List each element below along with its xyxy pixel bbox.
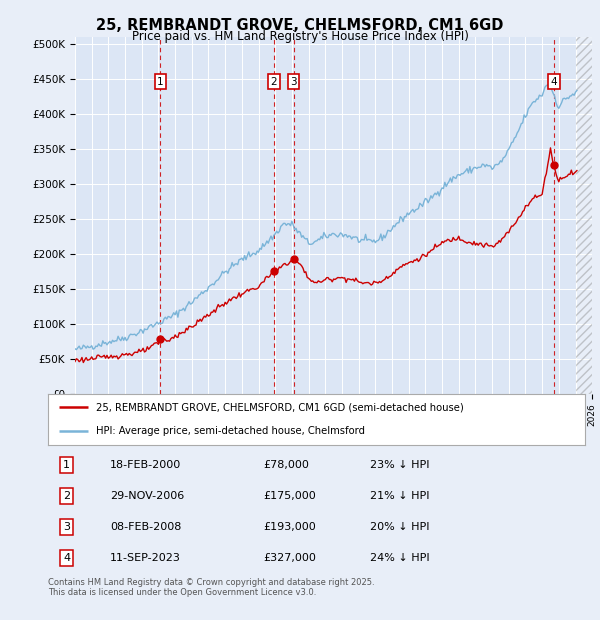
Text: 3: 3 <box>63 522 70 532</box>
Text: 29-NOV-2006: 29-NOV-2006 <box>110 491 184 501</box>
Text: 20% ↓ HPI: 20% ↓ HPI <box>370 522 430 532</box>
Text: 24% ↓ HPI: 24% ↓ HPI <box>370 553 430 563</box>
Text: 25, REMBRANDT GROVE, CHELMSFORD, CM1 6GD (semi-detached house): 25, REMBRANDT GROVE, CHELMSFORD, CM1 6GD… <box>97 402 464 412</box>
Text: £327,000: £327,000 <box>263 553 316 563</box>
Text: Price paid vs. HM Land Registry's House Price Index (HPI): Price paid vs. HM Land Registry's House … <box>131 30 469 43</box>
Text: £193,000: £193,000 <box>263 522 316 532</box>
Bar <box>575 37 592 394</box>
Text: 2: 2 <box>63 491 70 501</box>
Text: HPI: Average price, semi-detached house, Chelmsford: HPI: Average price, semi-detached house,… <box>97 426 365 436</box>
Text: 3: 3 <box>290 77 297 87</box>
Text: 25, REMBRANDT GROVE, CHELMSFORD, CM1 6GD: 25, REMBRANDT GROVE, CHELMSFORD, CM1 6GD <box>97 18 503 33</box>
Text: 4: 4 <box>551 77 557 87</box>
Text: 08-FEB-2008: 08-FEB-2008 <box>110 522 181 532</box>
Text: 23% ↓ HPI: 23% ↓ HPI <box>370 460 430 470</box>
Bar <box>575 37 592 394</box>
Text: £175,000: £175,000 <box>263 491 316 501</box>
Text: 4: 4 <box>63 553 70 563</box>
Text: 18-FEB-2000: 18-FEB-2000 <box>110 460 181 470</box>
Text: 21% ↓ HPI: 21% ↓ HPI <box>370 491 430 501</box>
Text: 11-SEP-2023: 11-SEP-2023 <box>110 553 181 563</box>
Text: 1: 1 <box>157 77 164 87</box>
Text: 2: 2 <box>271 77 277 87</box>
Text: 1: 1 <box>63 460 70 470</box>
Text: Contains HM Land Registry data © Crown copyright and database right 2025.
This d: Contains HM Land Registry data © Crown c… <box>48 578 374 597</box>
Text: £78,000: £78,000 <box>263 460 308 470</box>
